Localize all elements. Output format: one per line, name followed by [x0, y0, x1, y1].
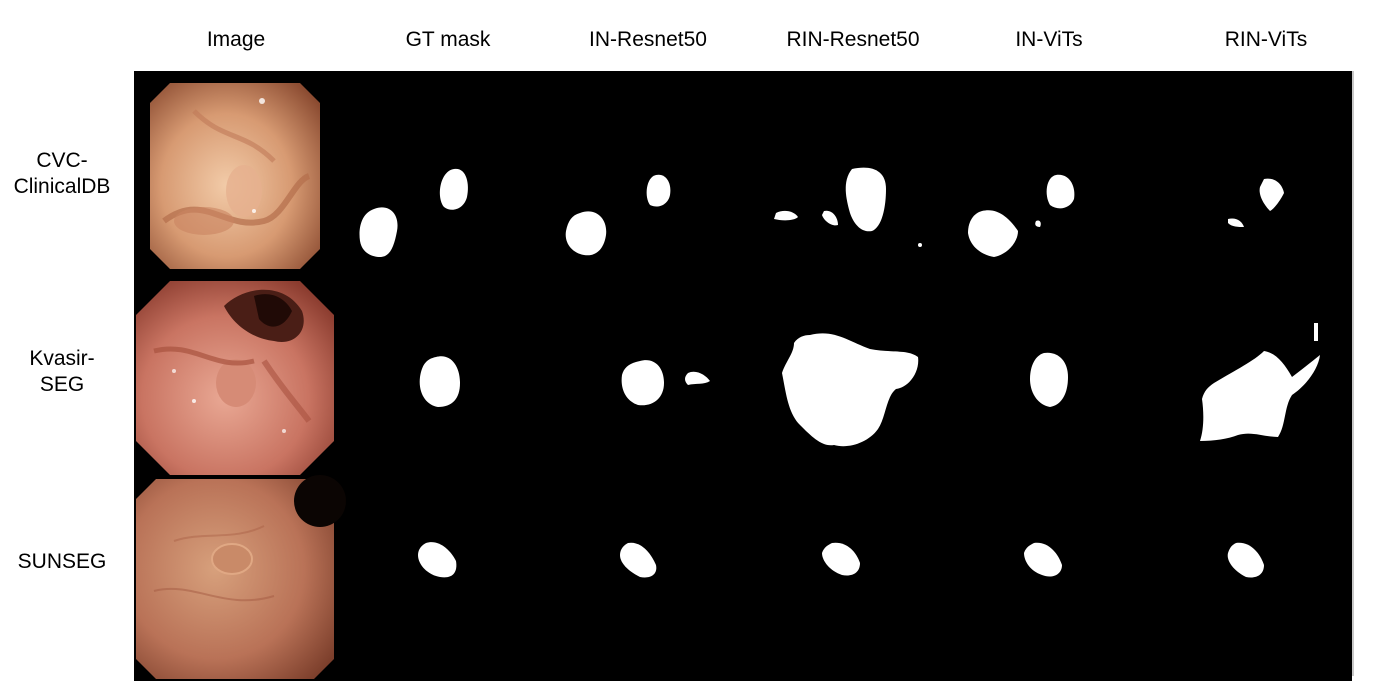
masks-row-kvasir-seg: [419, 323, 1320, 447]
mask-invit-cvc-blob-right: [1046, 174, 1075, 209]
column-header-image: Image: [206, 28, 266, 51]
mask-gt-cvc-blob-left: [359, 207, 398, 257]
figure-panel: [134, 71, 1352, 681]
mask-inr50-sunseg-blob: [620, 542, 657, 578]
panel-edge-line: [1352, 71, 1354, 676]
masks-row-cvc-clinicaldb: [359, 167, 1284, 257]
column-header-in-vits: IN-ViTs: [1015, 28, 1083, 51]
masks-row-sunseg: [418, 542, 1264, 578]
mask-gt-cvc-blob-right: [439, 168, 468, 210]
row-label-line1: Kvasir-: [29, 347, 95, 370]
mask-rinvit-kvasir-blob: [1200, 351, 1320, 441]
mask-rinr50-kvasir-blob: [782, 333, 919, 447]
mask-rinr50-cvc-blob-small-mid: [822, 210, 838, 226]
mask-gt-kvasir-blob: [419, 356, 460, 407]
mask-rinvit-kvasir-stub: [1314, 323, 1318, 341]
row-label-sunseg: SUNSEG: [0, 549, 124, 575]
column-header-rin-vits: RIN-ViTs: [1224, 28, 1308, 51]
row-label-line2: ClinicalDB: [13, 175, 111, 198]
column-header-in-resnet50: IN-Resnet50: [589, 28, 707, 51]
mask-rinr50-cvc-blob-small-left: [774, 210, 798, 221]
mask-inr50-kvasir-blob-small: [685, 371, 710, 385]
row-label-line1: CVC-: [36, 149, 88, 172]
mask-rinvit-cvc-blob-main: [1259, 178, 1284, 211]
row-label-kvasir-seg: Kvasir- SEG: [0, 346, 124, 398]
mask-gt-sunseg-blob: [418, 542, 457, 578]
mask-rinr50-sunseg-blob: [822, 542, 860, 576]
mask-invit-cvc-blob-small: [1035, 220, 1041, 227]
image-cvc-clinicaldb: [150, 83, 320, 269]
mask-rinvit-cvc-blob-small: [1228, 218, 1244, 227]
mask-rinvit-sunseg-blob: [1227, 542, 1264, 578]
column-header-gt-mask: GT mask: [405, 28, 491, 51]
image-kvasir-seg: [136, 281, 334, 475]
mask-rinr50-cvc-blob-main: [845, 167, 886, 232]
column-header-rin-resnet50: RIN-Resnet50: [786, 28, 920, 51]
mask-invit-kvasir-blob: [1030, 352, 1068, 407]
image-sunseg: [136, 475, 346, 679]
mask-inr50-kvasir-blob-main: [621, 360, 664, 406]
row-label-line1: SUNSEG: [17, 550, 107, 573]
row-label-line2: SEG: [39, 373, 85, 396]
mask-invit-cvc-blob-left: [968, 210, 1018, 257]
mask-inr50-cvc-blob-left: [565, 211, 607, 256]
mask-inr50-cvc-blob-right: [646, 174, 671, 207]
mask-invit-sunseg-blob: [1024, 542, 1062, 577]
figure-svg: [136, 83, 1320, 679]
mask-rinr50-cvc-dot: [918, 243, 922, 247]
row-label-cvc-clinicaldb: CVC- ClinicalDB: [0, 148, 124, 200]
